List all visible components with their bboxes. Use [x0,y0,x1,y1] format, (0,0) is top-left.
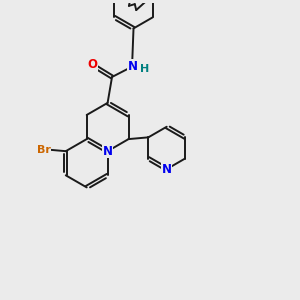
Text: N: N [103,145,112,158]
Text: O: O [88,58,98,71]
Text: N: N [128,60,138,73]
Text: N: N [162,163,172,176]
Text: H: H [140,64,149,74]
Text: Br: Br [37,145,51,155]
